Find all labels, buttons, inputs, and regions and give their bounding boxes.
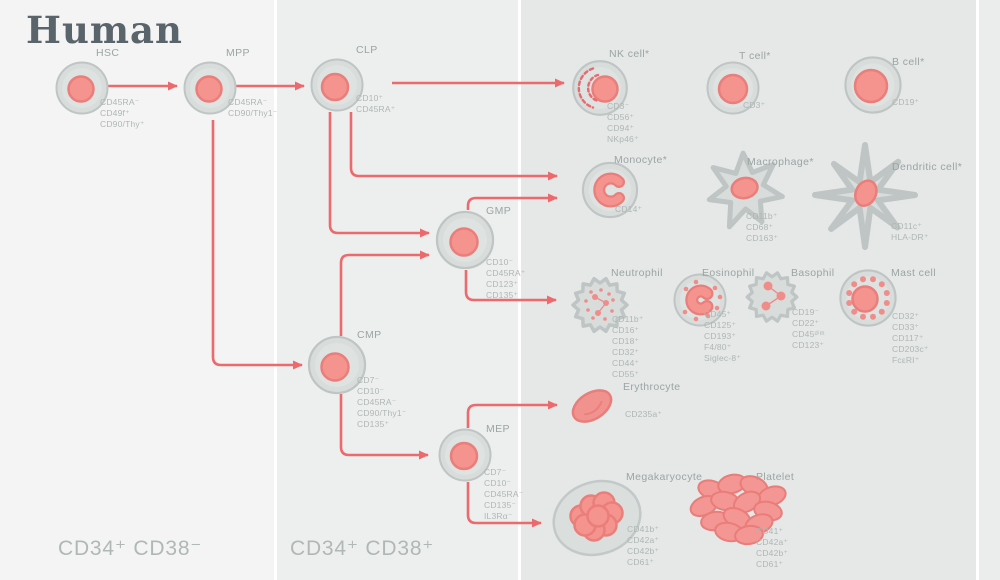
cell-markers: CD7⁻ CD10⁻ CD45RA⁻ CD135⁻ IL3Rα⁻	[484, 467, 524, 521]
cell-markers: CD11c⁺ HLA-DR⁺	[891, 221, 929, 242]
cell-markers: CD19⁻ CD22⁺ CD45ᵈⁱᵐ CD123⁺	[792, 307, 825, 350]
cell-markers: CD45⁺ CD125⁺ CD193⁺ F4/80⁺ Siglec-8⁺	[704, 309, 741, 363]
cell-name: CLP	[356, 44, 378, 56]
compartment-label-cd38pos: CD34⁺ CD38⁺	[290, 537, 435, 560]
page-title: Human	[26, 8, 183, 52]
nk-cell-icon	[572, 60, 628, 116]
cell-name: HSC	[96, 47, 120, 59]
cell-markers: CD11b⁺ CD16⁺ CD18⁺ CD32⁺ CD44⁺ CD55⁺	[612, 314, 644, 379]
dendritic-cell-icon	[812, 142, 918, 250]
cell-name: Megakaryocyte	[626, 471, 703, 483]
cell-markers: CD11b⁺ CD68⁺ CD163⁺	[746, 211, 779, 243]
compartment-band-edge	[979, 0, 1000, 580]
monocyte-cell-icon	[581, 161, 639, 219]
cell-markers: CD41b⁺ CD42a⁺ CD42b⁺ CD61⁺	[627, 524, 660, 567]
cell-name: MPP	[226, 47, 250, 59]
eosinophil-cell-icon	[673, 273, 727, 327]
cell-markers: CD7⁻ CD10⁻ CD45RA⁻ CD90/Thy1⁻ CD135⁺	[357, 375, 407, 429]
cell-name: CMP	[357, 329, 382, 341]
cell-markers: CD45RA⁻ CD49f⁺ CD90/Thy⁺	[100, 97, 145, 129]
mast-cell-icon	[839, 269, 897, 327]
basophil-cell-icon	[745, 271, 799, 323]
cell-name: Dendritic cell*	[892, 161, 963, 173]
cell-markers: CD41⁺ CD42a⁺ CD42b⁺ CD61⁺	[756, 526, 789, 569]
cell-markers: CD3⁻ CD56⁺ CD94⁺ NKp46⁺	[607, 101, 639, 144]
mpp-cell-icon	[183, 61, 237, 115]
cell-name: Neutrophil	[611, 267, 663, 279]
t-cell-icon	[706, 61, 760, 115]
cell-name: MEP	[486, 423, 510, 435]
cell-name: Eosinophil	[702, 267, 755, 279]
clp-cell-icon	[310, 58, 364, 112]
mep-cell-icon	[438, 428, 492, 482]
cmp-cell-icon	[307, 335, 367, 395]
cell-name: B cell*	[892, 56, 925, 68]
cell-markers: CD14⁺	[615, 204, 643, 214]
cell-name: T cell*	[739, 50, 771, 62]
cell-markers: CD3⁺	[743, 100, 766, 110]
hsc-cell-icon	[55, 61, 109, 115]
cell-name: NK cell*	[609, 48, 650, 60]
cell-markers: CD45RA⁻ CD90/Thy1⁻	[228, 97, 278, 118]
cell-name: Platelet	[756, 471, 795, 483]
cell-markers: CD235a⁺	[625, 409, 663, 419]
cell-name: Erythrocyte	[623, 381, 681, 393]
cell-name: Mast cell	[891, 267, 937, 279]
gmp-cell-icon	[435, 210, 495, 270]
compartment-label-cd38neg: CD34⁺ CD38⁻	[58, 537, 203, 560]
cell-markers: CD32⁺ CD33⁺ CD117⁺ CD203c⁺ FcεRI⁺	[892, 311, 929, 365]
cell-name: Basophil	[791, 267, 835, 279]
cell-markers: CD10⁻ CD45RA⁺ CD123⁺ CD135⁺	[486, 257, 526, 300]
platelet-cell-icon	[689, 473, 787, 546]
cell-name: Monocyte*	[614, 154, 668, 166]
megakaryocyte-cell-icon	[552, 479, 642, 557]
macrophage-cell-icon	[706, 150, 785, 230]
erythrocyte-cell-icon	[571, 389, 613, 423]
cell-name: Macrophage*	[747, 156, 814, 168]
cell-name: GMP	[486, 205, 512, 217]
neutrophil-cell-icon	[571, 276, 629, 334]
cell-markers: CD19⁺	[892, 97, 920, 107]
b-cell-icon	[844, 56, 902, 114]
cell-markers: CD10⁺ CD45RA⁺	[356, 93, 396, 114]
